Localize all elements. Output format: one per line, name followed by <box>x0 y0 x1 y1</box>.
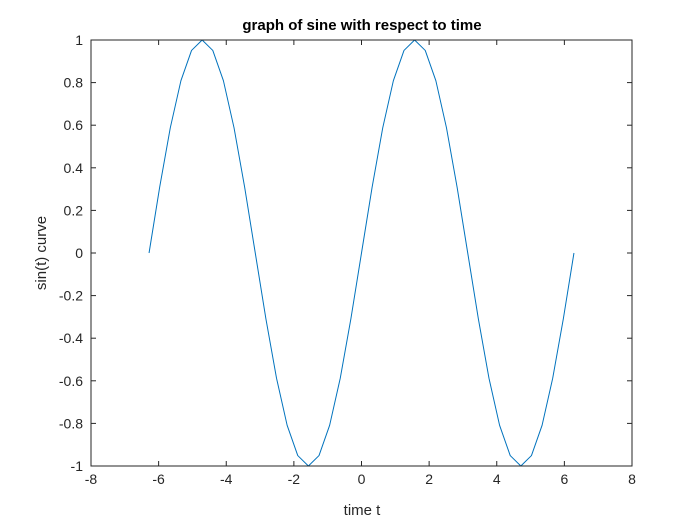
chart-title: graph of sine with respect to time <box>242 17 481 34</box>
series-layer <box>148 39 575 467</box>
y-tick-label: -1 <box>71 458 84 474</box>
x-tick-label: -6 <box>152 471 165 487</box>
x-tick-label: -8 <box>85 471 98 487</box>
y-tick-label: 0.2 <box>64 202 84 218</box>
y-tick-label: -0.8 <box>59 415 83 431</box>
x-tick-label: 2 <box>425 471 433 487</box>
y-tick-label: -0.6 <box>59 373 83 389</box>
series-line-0 <box>148 39 575 467</box>
y-tick-label: -0.4 <box>59 330 83 346</box>
y-tick-label: 1 <box>75 32 83 48</box>
y-tick-label: 0 <box>75 245 83 261</box>
y-axis-ticks: -1 -0.8 -0.6 -0.4 -0.2 0 0.2 0.4 0.6 0.8 1 <box>59 32 632 474</box>
x-axis-ticks: -8 -6 -4 -2 0 2 4 6 8 <box>85 40 636 487</box>
y-tick-label: 0.4 <box>64 160 84 176</box>
x-tick-label: -4 <box>220 471 233 487</box>
x-tick-label: -2 <box>288 471 301 487</box>
y-tick-label: -0.2 <box>59 288 83 304</box>
x-tick-label: 4 <box>493 471 501 487</box>
x-axis-label: time t <box>344 502 382 519</box>
x-tick-label: 8 <box>628 471 636 487</box>
y-tick-label: 0.6 <box>64 117 84 133</box>
y-axis-label: sin(t) curve <box>33 216 50 290</box>
x-tick-label: 0 <box>358 471 366 487</box>
y-tick-label: 0.8 <box>64 75 84 91</box>
x-tick-label: 6 <box>560 471 568 487</box>
